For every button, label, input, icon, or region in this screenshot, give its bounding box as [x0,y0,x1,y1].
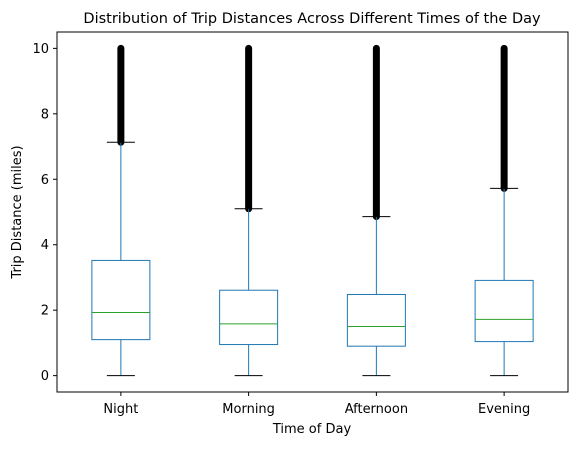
outlier-points [117,44,125,146]
x-tick-label: Afternoon [345,402,408,417]
x-tick-label: Night [103,402,138,417]
box-afternoon [346,44,406,377]
box-body [91,259,151,341]
box-night [91,44,151,377]
y-tick-label: 6 [41,173,49,188]
y-tick-label: 4 [41,238,49,253]
y-tick-label: 2 [41,304,49,319]
chart-title: Distribution of Trip Distances Across Di… [83,11,541,27]
x-axis: Night Morning Afternoon Evening [103,392,530,417]
box-body [346,293,406,347]
outlier-points [245,44,253,213]
box-morning [219,44,279,377]
x-axis-label: Time of Day [272,422,352,437]
y-axis: 0 2 4 6 8 10 [32,42,57,384]
y-tick-label: 10 [32,42,49,57]
y-axis-label: Trip Distance (miles) [10,145,25,279]
box-body [474,279,534,343]
y-tick-label: 0 [41,369,49,384]
x-tick-label: Morning [222,402,275,417]
plot-frame [56,31,569,393]
y-tick-label: 8 [41,107,49,122]
x-tick-label: Evening [478,402,530,417]
outlier-points [500,44,508,192]
outlier-points [372,44,380,221]
box-evening [474,44,534,377]
plot-area [91,44,534,377]
box-body [219,289,279,346]
